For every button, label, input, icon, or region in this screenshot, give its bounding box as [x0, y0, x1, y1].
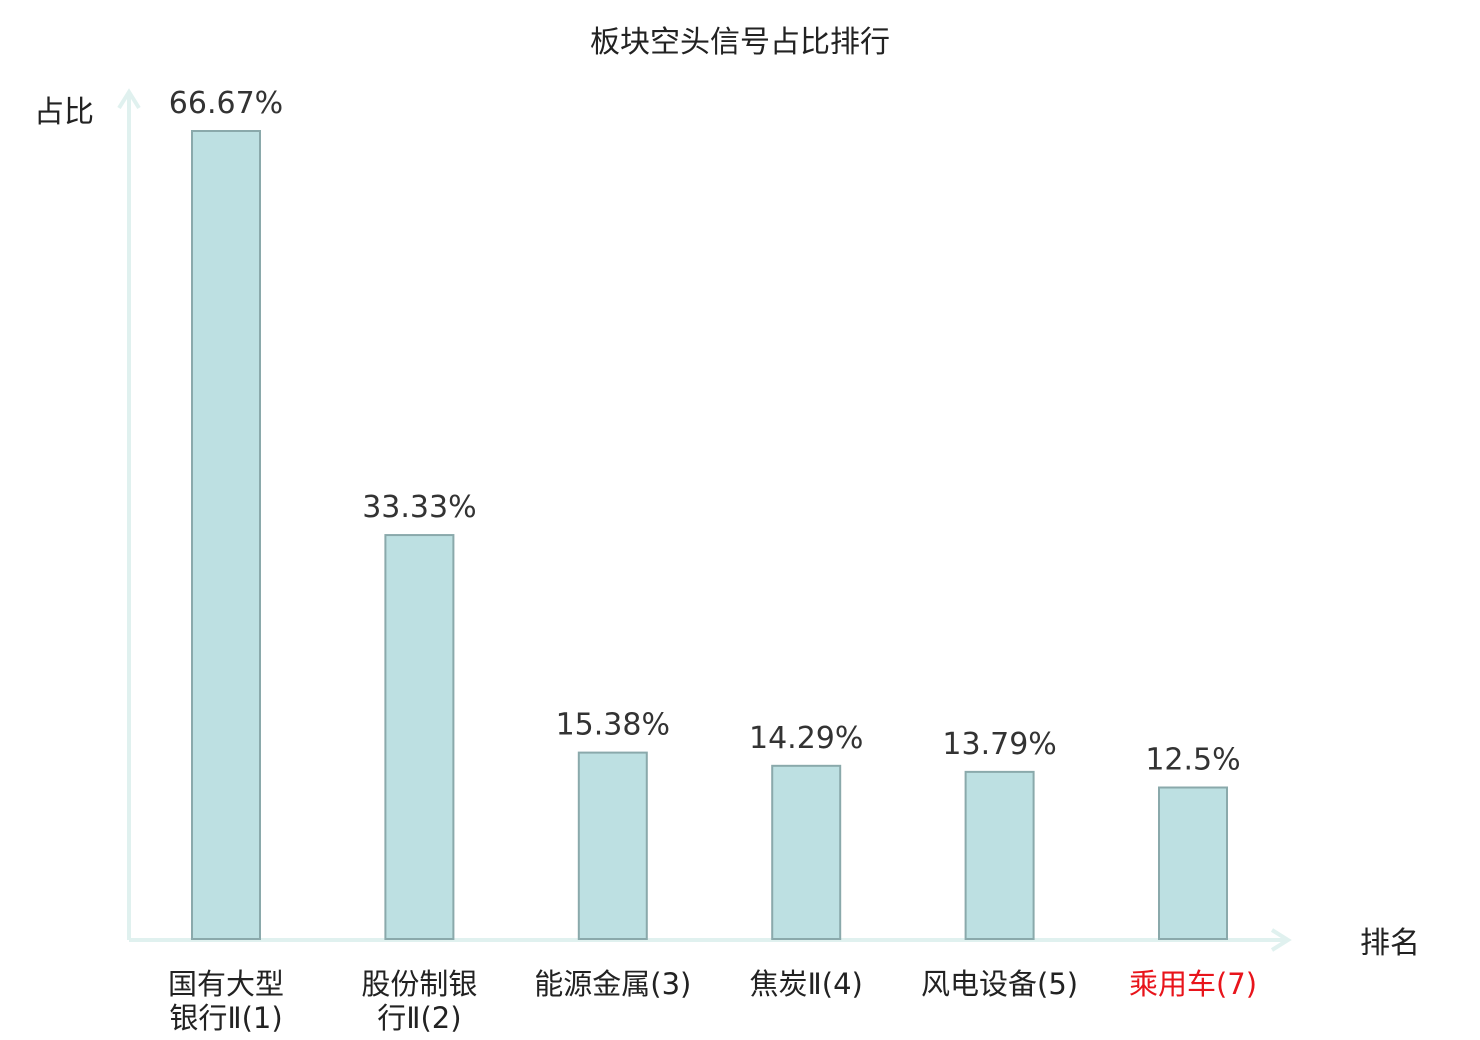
bar-value-label-1: 66.67%	[169, 86, 283, 121]
category-label-2: 股份制银行Ⅱ(2)	[361, 967, 477, 1035]
bars-group	[191, 130, 1228, 940]
category-label-3: 能源金属(3)	[534, 967, 691, 1001]
category-label-4: 焦炭Ⅱ(4)	[750, 967, 863, 1001]
y-axis	[117, 88, 141, 940]
x-axis-title: 排名	[1360, 926, 1420, 961]
bar-value-label-6: 12.5%	[1145, 743, 1240, 778]
bar-5	[964, 770, 1035, 940]
bar-3	[577, 751, 648, 940]
category-label-1: 国有大型银行Ⅱ(1)	[168, 967, 284, 1035]
bar-2	[384, 534, 455, 940]
bar-6	[1158, 786, 1228, 940]
bar-value-label-4: 14.29%	[749, 721, 863, 756]
category-labels-group: 国有大型银行Ⅱ(1) 股份制银行Ⅱ(2) 能源金属(3) 焦炭Ⅱ(4) 风电设备(5) 乘…	[168, 967, 1257, 1035]
y-axis-title: 占比	[34, 95, 94, 130]
category-label-5: 风电设备(5)	[921, 967, 1078, 1001]
bar-value-label-5: 13.79%	[942, 727, 1056, 762]
bar-4	[771, 764, 842, 940]
value-labels-group: 66.67% 33.33% 15.38% 14.29% 13.79% 12.5%	[169, 86, 1241, 778]
category-label-6: 乘用车(7)	[1129, 967, 1257, 1001]
chart-title: 板块空头信号占比排行	[590, 25, 890, 60]
x-axis	[129, 928, 1292, 952]
bar-value-label-3: 15.38%	[556, 708, 670, 743]
bar-value-label-2: 33.33%	[362, 490, 476, 525]
bar-1	[191, 130, 261, 940]
